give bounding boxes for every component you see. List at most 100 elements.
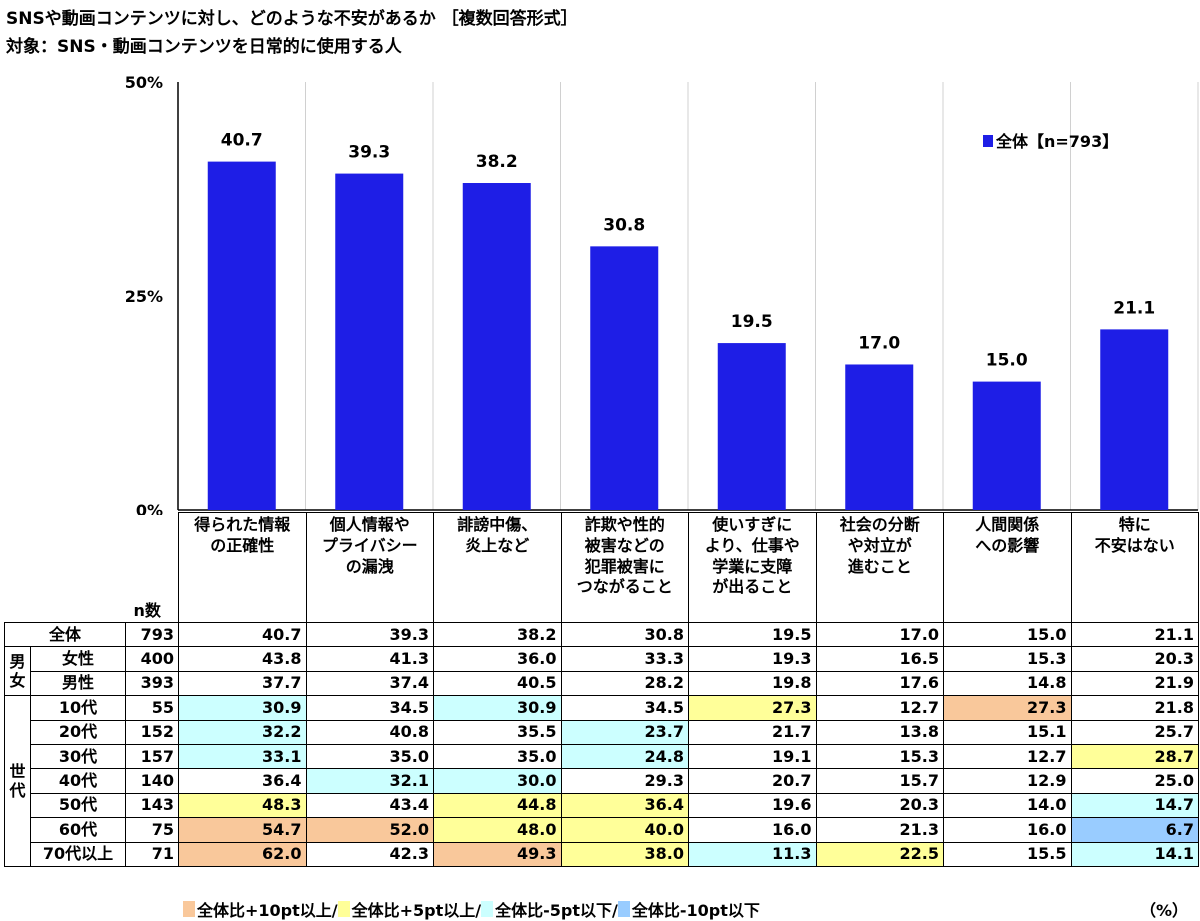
value-cell: 41.3 [305, 646, 434, 672]
value-cell: 19.1 [688, 743, 817, 770]
category-header: 個人情報や プライバシー の漏洩 [305, 512, 434, 623]
value-cell: 32.2 [178, 719, 307, 745]
legend-label: 全体【n=793】 [995, 132, 1118, 151]
value-cell: 43.4 [305, 792, 434, 819]
table-row: 60代 75 54.7 52.0 48.0 40.0 16.0 21.3 16.0 6.7 [5, 817, 1199, 843]
value-cell: 32.1 [305, 768, 434, 794]
row-label: 女性 [30, 646, 126, 672]
value-cell: 14.1 [1070, 841, 1199, 867]
bar [335, 173, 404, 511]
value-cell: 27.3 [688, 695, 817, 721]
value-cell: 43.8 [178, 646, 307, 672]
table-row: 50代 143 48.3 43.4 44.8 36.4 19.6 20.3 14.0 14.7 [5, 792, 1199, 819]
data-label: 19.5 [731, 312, 773, 332]
value-cell: 21.3 [815, 817, 944, 843]
value-cell: 25.0 [1070, 768, 1199, 794]
value-cell: 29.3 [560, 768, 689, 794]
table-row: 男性 393 37.7 37.4 40.5 28.2 19.8 17.6 14.8 21.9 [5, 670, 1199, 697]
value-cell: 42.3 [305, 841, 434, 867]
row-label: 全体 [4, 621, 126, 648]
legend-label: 全体比+5pt以上/ [351, 901, 482, 920]
row-label: 20代 [30, 719, 126, 745]
value-cell: 15.0 [943, 621, 1072, 648]
data-label: 30.8 [603, 215, 645, 235]
legend-swatch [481, 901, 494, 917]
row-label: 70代以上 [30, 841, 126, 867]
value-cell: 62.0 [178, 841, 307, 867]
n-cell: 140 [125, 768, 179, 794]
value-cell: 36.4 [560, 792, 689, 819]
value-cell: 21.7 [688, 719, 817, 745]
value-cell: 48.3 [178, 792, 307, 819]
value-cell: 40.8 [305, 719, 434, 745]
value-cell: 40.0 [560, 817, 689, 843]
row-label: 60代 [30, 817, 126, 843]
legend-swatch [983, 135, 993, 147]
table-row: 全体 793 40.7 39.3 38.2 30.8 19.5 17.0 15.0 21.1 [4, 621, 1199, 648]
bar [1100, 329, 1169, 510]
row-label: 30代 [30, 743, 126, 770]
table-row: 世 代 10代 55 30.9 34.5 30.9 34.5 27.3 12.7 27.3 21.8 [4, 695, 1199, 867]
value-cell: 14.7 [1070, 792, 1199, 819]
value-cell: 33.3 [560, 646, 689, 672]
value-cell: 16.5 [815, 646, 944, 672]
value-cell: 17.6 [815, 670, 944, 697]
n-cell: 793 [125, 621, 179, 648]
value-cell: 39.3 [305, 621, 434, 648]
value-cell: 15.1 [943, 719, 1072, 745]
value-cell: 21.8 [1070, 695, 1199, 721]
value-cell: 36.0 [433, 646, 562, 672]
row-label: 男性 [30, 670, 126, 697]
n-cell: 143 [125, 792, 179, 819]
value-cell: 23.7 [560, 719, 689, 745]
data-label: 15.0 [986, 351, 1028, 371]
unit-label: （%） [1139, 901, 1188, 920]
n-cell: 400 [125, 646, 179, 672]
n-cell: 152 [125, 719, 179, 745]
n-header: n数 [125, 512, 179, 623]
value-cell: 30.8 [560, 621, 689, 648]
legend-label: 全体比+10pt以上/ [197, 901, 338, 920]
value-cell: 22.5 [815, 841, 944, 867]
value-cell: 44.8 [433, 792, 562, 819]
value-cell: 35.0 [305, 743, 434, 770]
value-cell: 28.7 [1070, 743, 1199, 770]
value-cell: 19.3 [688, 646, 817, 672]
data-label: 21.1 [1113, 298, 1155, 318]
value-cell: 20.3 [1070, 646, 1199, 672]
value-cell: 12.7 [815, 695, 944, 721]
value-cell: 17.0 [815, 621, 944, 648]
value-cell: 30.0 [433, 768, 562, 794]
row-label: 40代 [30, 768, 126, 794]
bar [972, 381, 1041, 510]
value-cell: 48.0 [433, 817, 562, 843]
value-cell: 54.7 [178, 817, 307, 843]
value-cell: 19.6 [688, 792, 817, 819]
value-cell: 40.5 [433, 670, 562, 697]
table-row: 70代以上 71 62.0 42.3 49.3 38.0 11.3 22.5 15.5 14.1 [5, 841, 1199, 867]
n-cell: 55 [125, 695, 179, 721]
legend-swatch [337, 901, 350, 917]
category-header: 得られた情報 の正確性 [178, 512, 307, 623]
data-label: 38.2 [476, 152, 518, 172]
value-cell: 27.3 [943, 695, 1072, 721]
value-cell: 34.5 [560, 695, 689, 721]
value-cell: 14.8 [943, 670, 1072, 697]
value-cell: 19.8 [688, 670, 817, 697]
category-header: 使いすぎに より、仕事や 学業に支障 が出ること [688, 512, 817, 623]
highlight-legend: 全体比+10pt以上/全体比+5pt以上/全体比-5pt以下/全体比-10pt以… [183, 897, 760, 921]
category-header: 社会の分断 や対立が 進むこと [815, 512, 944, 623]
value-cell: 16.0 [943, 817, 1072, 843]
value-cell: 30.9 [433, 695, 562, 721]
category-header: 特に 不安はない [1070, 512, 1199, 623]
table-row: 20代 152 32.2 40.8 35.5 23.7 21.7 13.8 15.1 25.7 [5, 719, 1199, 745]
data-table: n数 得られた情報 の正確性 個人情報や プライバシー の漏洩 誹謗中傷、 炎上など詐… [4, 512, 1199, 867]
legend-label: 全体比-5pt以下/ [495, 901, 618, 920]
value-cell: 49.3 [433, 841, 562, 867]
legend-swatch [617, 901, 630, 917]
value-cell: 35.5 [433, 719, 562, 745]
bar [207, 161, 276, 510]
value-cell: 21.9 [1070, 670, 1199, 697]
legend-label: 全体比-10pt以下 [631, 901, 760, 920]
n-cell: 393 [125, 670, 179, 697]
